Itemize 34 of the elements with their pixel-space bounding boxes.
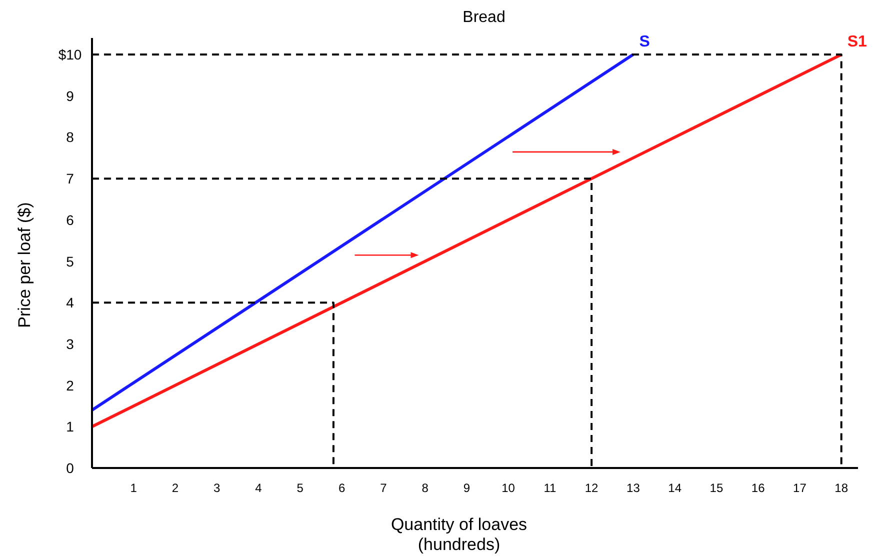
y-tick-label: 6 [66, 212, 74, 228]
y-tick-label: 7 [66, 170, 74, 187]
y-tick-label: 8 [66, 129, 74, 146]
x-tick-label: 17 [793, 481, 807, 495]
x-axis-title: Quantity of loaves (hundreds) [390, 515, 528, 554]
y-tick-label: 2 [66, 377, 74, 394]
x-tick-label: 4 [255, 481, 262, 495]
y-tick-label: $10 [58, 46, 82, 63]
series-label: S1 [847, 34, 868, 51]
series-label: S [639, 34, 650, 51]
x-tick-label: 8 [422, 481, 429, 495]
x-tick-label: 18 [834, 481, 848, 495]
y-tick-label: 3 [66, 336, 74, 352]
x-tick-label: 7 [380, 481, 388, 495]
x-tick-label: 11 [544, 481, 556, 495]
x-tick-label: 6 [338, 481, 346, 495]
y-tick-label: 5 [66, 253, 74, 270]
x-tick-label: 16 [751, 481, 766, 495]
x-tick-label: 2 [172, 481, 179, 495]
x-tick-label: 1 [130, 481, 138, 495]
chart-title: Bread [462, 9, 506, 26]
x-tick-label: 14 [668, 481, 682, 495]
y-tick-label: 9 [66, 88, 74, 104]
x-tick-label: 10 [502, 481, 516, 495]
x-tick-label: 12 [584, 481, 599, 495]
y-tick-label: 1 [66, 418, 74, 435]
x-tick-label: 13 [626, 481, 640, 495]
y-axis-title: Price per loaf ($) [15, 202, 34, 328]
x-tick-label: 5 [296, 481, 304, 495]
y-tick-label: 0 [66, 460, 74, 476]
y-tick-label: 4 [66, 294, 74, 311]
x-tick-label: 3 [214, 481, 221, 495]
x-tick-label: 9 [463, 481, 470, 495]
x-tick-label: 15 [710, 481, 724, 495]
